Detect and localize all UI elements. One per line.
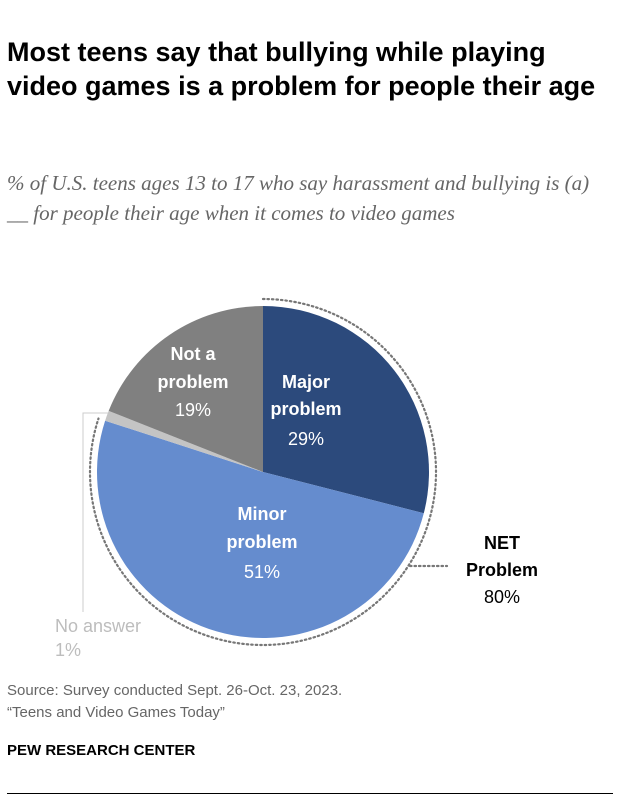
slice-label: problem: [226, 532, 297, 552]
net-label: NET: [484, 533, 520, 553]
slice-value-label: 29%: [288, 429, 324, 449]
brand-logo-text: PEW RESEARCH CENTER: [7, 742, 196, 759]
slice-value-label: 1%: [55, 640, 81, 660]
source-note: Source: Survey conducted Sept. 26-Oct. 2…: [7, 680, 342, 724]
pie-slice: [263, 306, 429, 514]
slice-value-label: 19%: [175, 400, 211, 420]
no-answer-leader-line: [82, 412, 108, 612]
slice-label: problem: [270, 399, 341, 419]
source-line: “Teens and Video Games Today”: [7, 704, 225, 721]
chart-title: Most teens say that bullying while playi…: [7, 37, 596, 101]
pie-slice: [105, 410, 263, 472]
net-value-label: 80%: [484, 587, 520, 607]
slice-label: Major: [282, 372, 330, 392]
pie-slice: [108, 306, 263, 472]
chart-subtitle: % of U.S. teens ages 13 to 17 who say ha…: [7, 171, 590, 225]
net-label: Problem: [466, 560, 538, 580]
slice-label: Not a: [171, 344, 217, 364]
net-bracket-arc: [88, 297, 438, 647]
slice-label: No answer: [55, 616, 141, 636]
pie-slice: [96, 420, 424, 639]
source-line: Source: Survey conducted Sept. 26-Oct. 2…: [7, 682, 343, 699]
bottom-rule: [7, 793, 613, 794]
slice-value-label: 51%: [244, 562, 280, 582]
slice-label: problem: [157, 372, 228, 392]
slice-label: Minor: [238, 504, 287, 524]
